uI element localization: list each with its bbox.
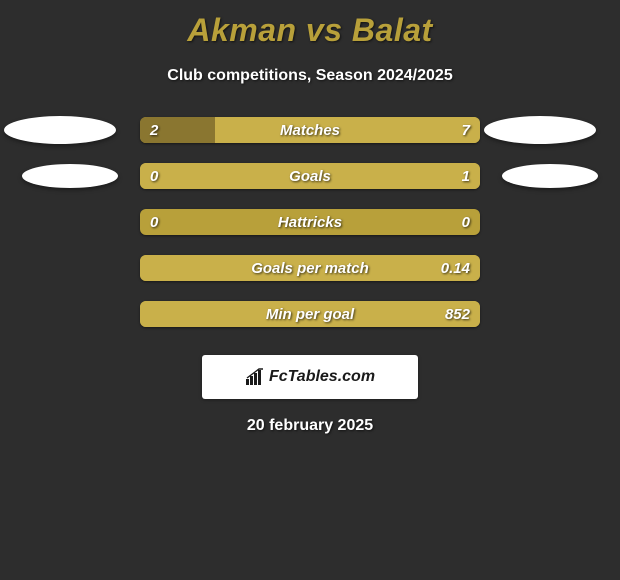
stat-row: 01Goals [0, 163, 620, 209]
stat-left-value: 0 [150, 209, 158, 235]
bar-fill-right [215, 117, 480, 143]
stat-label: Hattricks [140, 209, 480, 235]
stat-bar: 0.14Goals per match [140, 255, 480, 281]
chart-icon [245, 368, 265, 386]
stat-row: 852Min per goal [0, 301, 620, 347]
stat-row: 0.14Goals per match [0, 255, 620, 301]
bar-fill-left [140, 117, 215, 143]
bar-fill-right [140, 301, 480, 327]
brand-text: FcTables.com [269, 368, 375, 386]
bar-fill-right [140, 255, 480, 281]
stat-bar: 27Matches [140, 117, 480, 143]
stat-bar: 852Min per goal [140, 301, 480, 327]
bar-fill-right [140, 163, 480, 189]
right-ellipse [502, 164, 598, 188]
date-line: 20 february 2025 [0, 417, 620, 435]
stat-right-value: 0 [462, 209, 470, 235]
left-ellipse [4, 116, 116, 144]
left-ellipse [22, 164, 118, 188]
right-ellipse [484, 116, 596, 144]
stat-bar: 0 0Hattricks [140, 209, 480, 235]
stat-bar: 01Goals [140, 163, 480, 189]
comparison-infographic: Akman vs Balat Club competitions, Season… [0, 0, 620, 580]
stat-row: 0 0Hattricks [0, 209, 620, 255]
stat-row: 27Matches [0, 117, 620, 163]
page-subtitle: Club competitions, Season 2024/2025 [0, 67, 620, 85]
brand-label: FcTables.com [245, 368, 375, 386]
page-title: Akman vs Balat [0, 0, 620, 49]
brand-box[interactable]: FcTables.com [202, 355, 418, 399]
stat-rows: 27Matches 01Goals 0 0Hattricks 0.14Goals per… [0, 117, 620, 347]
